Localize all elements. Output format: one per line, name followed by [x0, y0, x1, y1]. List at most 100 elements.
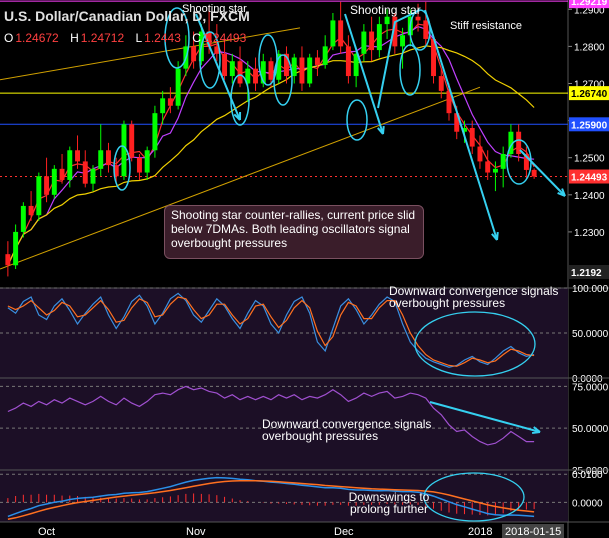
candle-body: [175, 68, 181, 106]
highlight-ellipse: [113, 145, 131, 191]
open-label: O: [4, 31, 14, 45]
x-date-tag-label: 2018-01-15: [505, 526, 561, 538]
candle-body: [98, 150, 104, 169]
candle-body: [431, 38, 436, 77]
candle-body: [384, 16, 390, 25]
candle-body: [500, 153, 506, 169]
rsi-line: [7, 385, 535, 446]
candle-body: [5, 254, 11, 266]
candle-body: [67, 150, 73, 180]
candle-body: [376, 24, 382, 51]
candle-body: [284, 53, 289, 77]
price-tick-label: 1.2700: [574, 79, 605, 90]
candle-body: [152, 113, 158, 151]
stochastic-highlight: [414, 311, 536, 377]
candle-body: [446, 90, 452, 114]
candle-body: [144, 150, 150, 173]
analysis-note-box: Shooting star counter-rallies, current p…: [164, 205, 424, 259]
macd-line: [7, 476, 535, 518]
candle-body: [44, 176, 50, 195]
candle-body: [469, 128, 475, 147]
low-label: L: [135, 31, 143, 45]
candle-body: [129, 124, 135, 158]
candle-body: [75, 150, 80, 162]
ohlc-readout: O 1.24672 H 1.24712 L 1.2443 C 1.24493: [4, 31, 254, 45]
candle-body: [392, 16, 398, 47]
candle-body: [353, 53, 359, 77]
price-tick-label: 1.2300: [574, 228, 605, 239]
highlight-ellipse: [399, 44, 421, 96]
candle-body: [229, 61, 235, 77]
shooting-star-label-2: Shooting star: [350, 3, 421, 17]
x-tick-label: Nov: [186, 526, 206, 538]
stochastic-note: Downward convergence signals overbought …: [389, 284, 559, 310]
candle-body: [462, 128, 467, 132]
close-value: 1.24493: [202, 31, 247, 45]
macd-note: Downswings to prolong further: [348, 490, 430, 516]
price-level-tag: [569, 117, 609, 132]
stochastic-k-line: [7, 292, 535, 368]
candle-body: [299, 57, 305, 84]
candle-body: [531, 169, 537, 177]
candle-body: [121, 124, 127, 177]
macd-panel-tick-label: 0.0100: [572, 470, 603, 481]
candle-body: [415, 16, 421, 21]
candle-body: [345, 46, 351, 77]
rsi-panel-tick-label: 50.0000: [572, 424, 609, 435]
candle-body: [28, 205, 34, 216]
arrow-up-path: [377, 9, 421, 109]
rsi-panel-tick-label: 75.0000: [572, 382, 609, 393]
candle-body: [90, 168, 96, 184]
candle-body: [508, 131, 514, 154]
rsi-arrow-head: [531, 426, 541, 435]
price-tick-label: 1.2800: [574, 42, 605, 53]
x-date-tag: [502, 524, 564, 538]
highlight-ellipse: [273, 54, 293, 106]
high-label: H: [70, 31, 79, 45]
candle-body: [423, 20, 429, 39]
candle-body: [82, 161, 88, 184]
candle-body: [338, 20, 344, 47]
candle-body: [245, 68, 251, 84]
candle-body: [237, 61, 243, 84]
rsi-note: Downward convergence signals overbought …: [262, 417, 432, 443]
arrow-down-1: [195, 13, 241, 121]
candle-body: [160, 98, 166, 114]
x-tick-label: Oct: [38, 526, 55, 538]
rsi-arrow: [429, 401, 541, 433]
shooting-star-label-1: Shooting star: [182, 3, 247, 15]
candle-body: [369, 31, 375, 51]
candle-body: [477, 146, 483, 162]
stochastic-panel-tick-label: 100.000: [572, 284, 609, 295]
arrow-down-2: [344, 13, 384, 135]
arrow-down-2-head: [377, 125, 385, 135]
candle-body: [222, 53, 228, 77]
high-value: 1.24712: [80, 31, 125, 45]
price-level-tag-label: 1.24493: [571, 173, 608, 184]
macd-panel-bg: [0, 470, 568, 522]
stochastic-panel-tick-label: 50.0000: [572, 329, 609, 340]
candle-body: [322, 46, 328, 65]
candle-body: [136, 157, 142, 173]
close-label: C: [192, 31, 201, 45]
candle-body: [214, 46, 220, 54]
stiff-resistance-label: Stiff resistance: [450, 20, 522, 32]
candle-body: [167, 98, 173, 106]
stochastic-d-line: [7, 296, 535, 367]
price-level-tag: [569, 0, 609, 9]
candle-body: [276, 53, 282, 80]
candle-body: [253, 68, 258, 84]
candle-body: [291, 57, 297, 77]
candle-body: [400, 35, 406, 47]
price-tick-label: 1.2900: [574, 5, 605, 16]
candle-body: [260, 61, 266, 84]
price-level-tag-label: 1.2192: [571, 268, 602, 279]
rsi-panel-tick-label: 25.0000: [572, 466, 609, 477]
candle-body: [59, 168, 65, 180]
candle-body: [438, 76, 444, 91]
highlight-ellipse: [346, 99, 368, 141]
price-level-tag-label: 1.25900: [571, 120, 608, 131]
candle-body: [191, 46, 197, 62]
highlight-ellipse: [164, 7, 190, 69]
candle-body: [492, 168, 498, 173]
